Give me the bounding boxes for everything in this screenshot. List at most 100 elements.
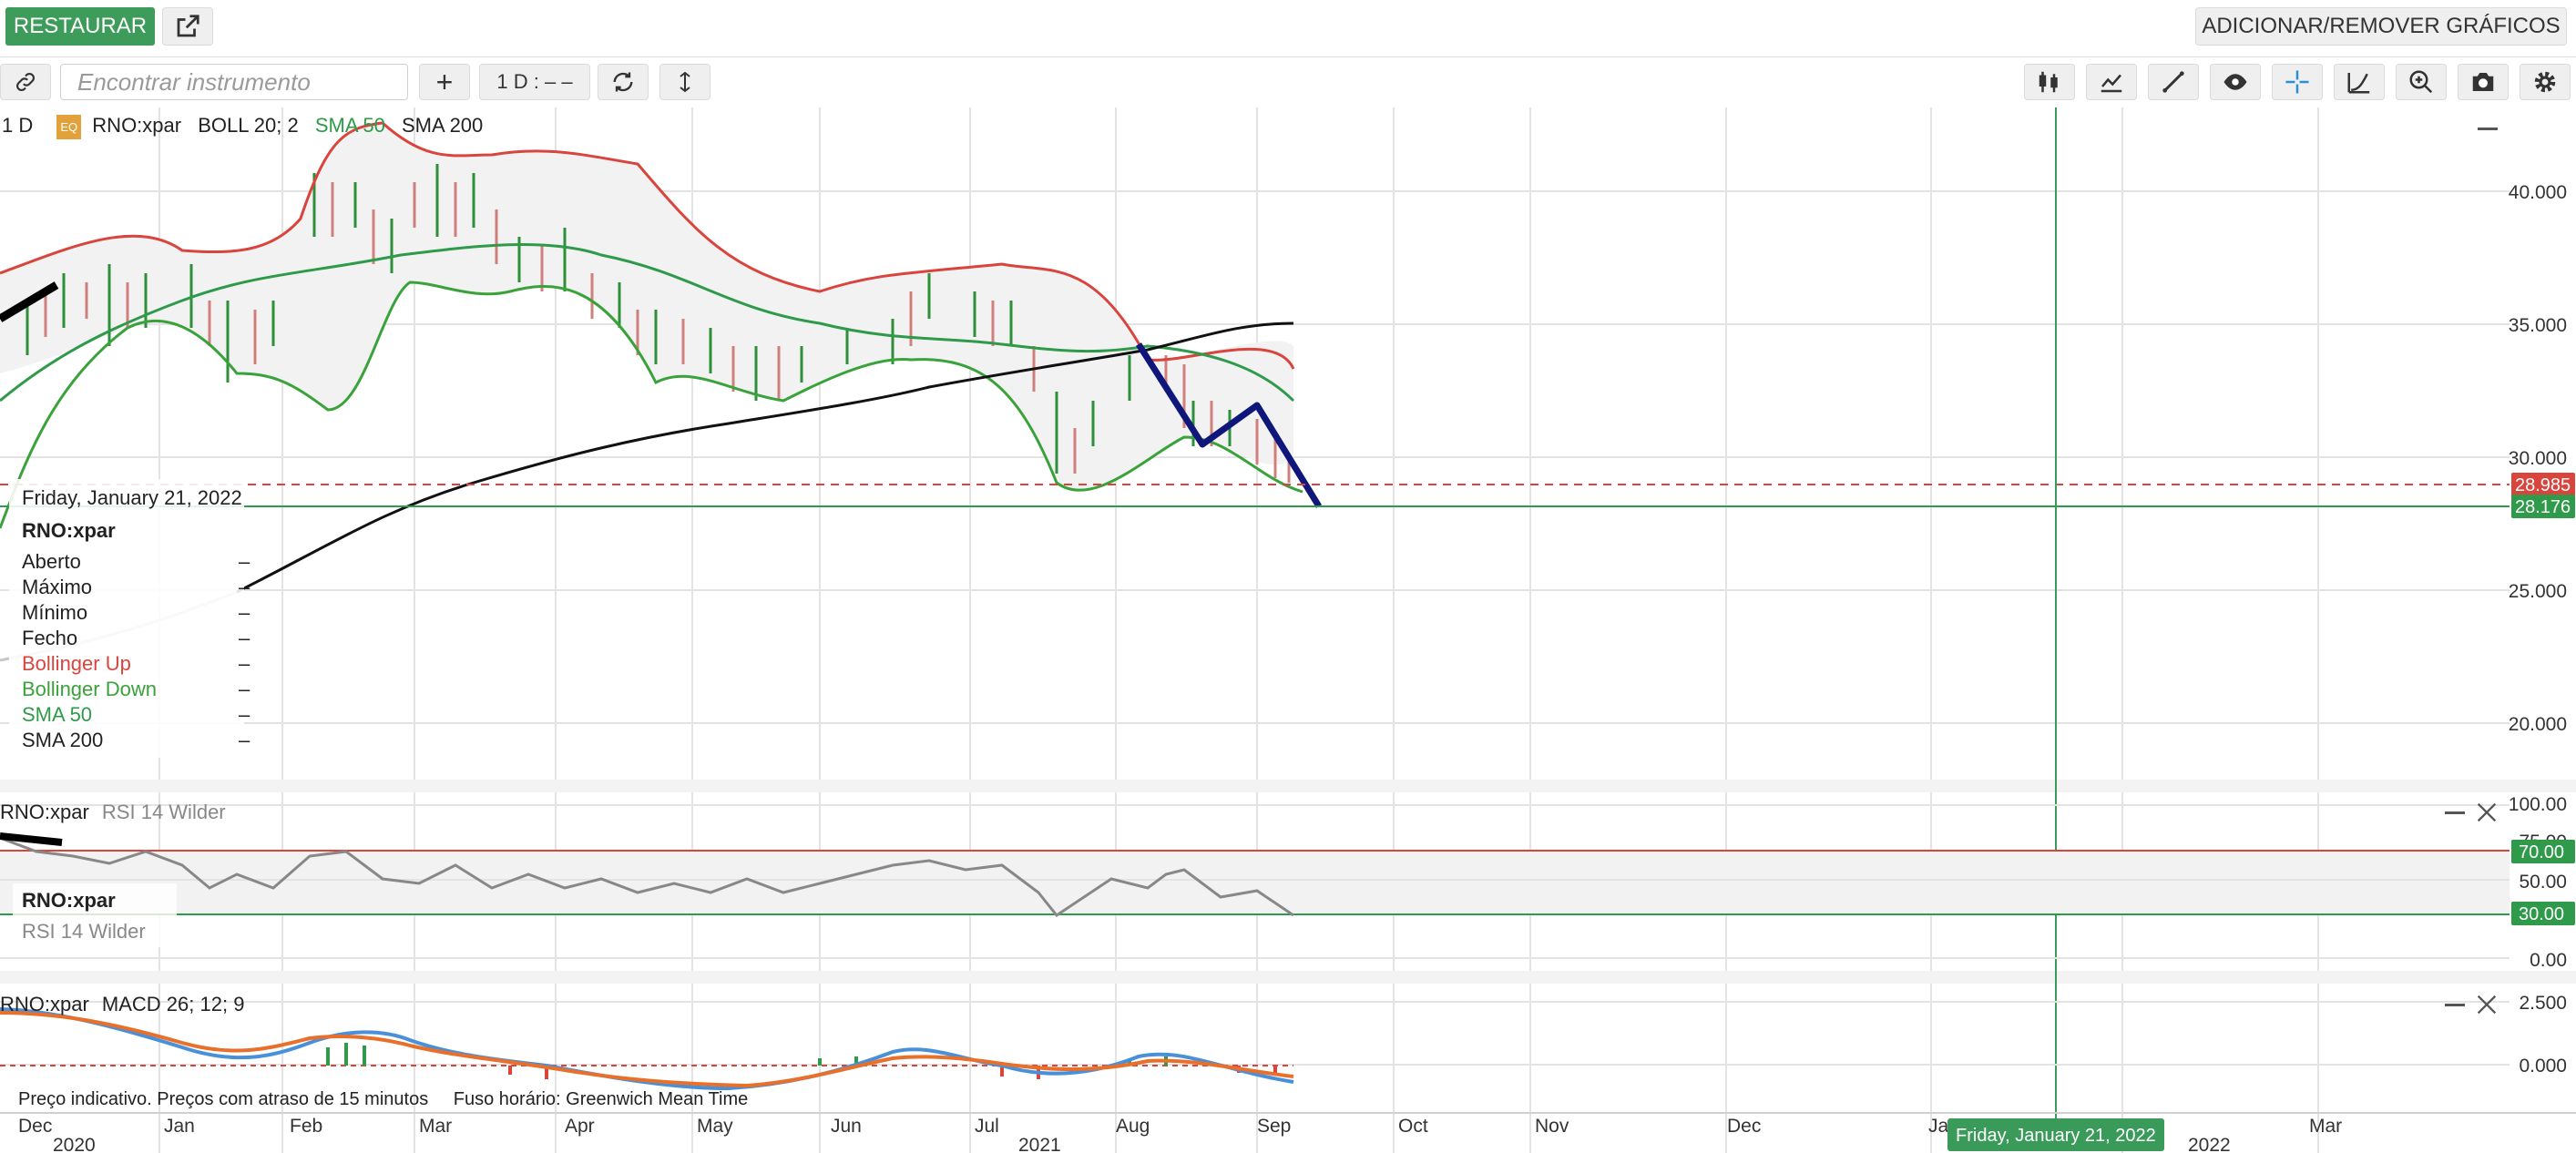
link-icon (16, 73, 35, 91)
minimize-macd-panel[interactable] (2445, 1004, 2465, 1006)
last-price-tag (2511, 473, 2575, 496)
snapshot-button[interactable] (2458, 64, 2509, 100)
tooltip-high-value: – (239, 576, 250, 598)
interval-label: 1 D (2, 114, 34, 137)
macd-line (0, 1007, 1294, 1091)
close-rsi-panel[interactable] (2474, 800, 2499, 825)
eye-icon (2223, 74, 2247, 90)
tooltip-open-value: – (239, 550, 250, 573)
tooltip-symbol: RNO:xpar (22, 519, 116, 542)
sma200-label: SMA 200 (402, 114, 484, 137)
popout-button[interactable] (162, 7, 213, 46)
macd-symbol-label: RNO:xpar (0, 993, 89, 1015)
settings-button[interactable] (2520, 64, 2571, 100)
svg-text:2020: 2020 (53, 1135, 96, 1153)
chart-type-button[interactable] (2024, 64, 2075, 100)
svg-text:Jan: Jan (164, 1116, 195, 1137)
svg-text:Aug: Aug (1116, 1116, 1150, 1137)
tooltip-sma200-value: – (239, 729, 250, 751)
svg-text:Jun: Jun (831, 1116, 862, 1137)
rsi-tooltip: RNO:xpar RSI 14 Wilder (13, 883, 177, 947)
visibility-button[interactable] (2210, 64, 2261, 100)
crosshair-icon (2285, 70, 2309, 94)
curve-tool-button[interactable] (2334, 64, 2385, 100)
resize-vertical-button[interactable] (659, 64, 710, 100)
rsi-legend: RNO:xpar RSI 14 Wilder (0, 801, 226, 824)
svg-text:Nov: Nov (1535, 1116, 1569, 1137)
tooltip-sma50-label: SMA 50 (22, 703, 93, 726)
svg-text:30.00: 30.00 (2519, 904, 2564, 924)
svg-text:28.985: 28.985 (2515, 475, 2571, 495)
data-tooltip: Friday, January 21, 2022 RNO:xpar Aberto… (9, 479, 250, 758)
equity-badge: EQ (56, 114, 82, 139)
curve-icon (2347, 73, 2370, 94)
draw-line-button[interactable] (2148, 64, 2199, 100)
close-macd-panel[interactable] (2474, 992, 2499, 1017)
trendline-drawing (0, 281, 59, 322)
tooltip-boll-down-value: – (239, 678, 250, 700)
tooltip-sma50-value: – (239, 703, 250, 726)
indicators-button[interactable] (2086, 64, 2137, 100)
restore-button[interactable]: RESTAURAR (5, 7, 155, 46)
sma50-label: SMA 50 (314, 114, 385, 137)
zoom-in-icon (2409, 70, 2433, 94)
add-button[interactable]: + (419, 64, 470, 100)
svg-text:20.000: 20.000 (2509, 714, 2567, 735)
candlestick-icon (2039, 71, 2058, 93)
rsi-symbol-label: RNO:xpar (0, 801, 89, 823)
instrument-search-input[interactable]: Encontrar instrumento (60, 64, 408, 100)
refresh-button[interactable] (598, 64, 649, 100)
zoom-button[interactable] (2396, 64, 2447, 100)
footer-notice: Preço indicativo. Preços com atraso de 1… (18, 1089, 748, 1110)
svg-text:Mar: Mar (2309, 1116, 2342, 1137)
gear-icon (2534, 71, 2556, 93)
tooltip-close-value: – (239, 627, 250, 649)
svg-text:Mar: Mar (419, 1116, 452, 1137)
svg-text:2021: 2021 (1018, 1135, 1061, 1153)
close-icon (2477, 995, 2497, 1015)
minimize-main-chart[interactable] (2478, 128, 2498, 130)
interval-selector[interactable]: 1 D : – – (479, 64, 590, 100)
add-remove-charts-button[interactable]: ADICIONAR/REMOVER GRÁFICOS (2195, 7, 2567, 46)
svg-text:Dec: Dec (18, 1116, 52, 1137)
crosshair-button[interactable] (2272, 64, 2323, 100)
svg-text:2.500: 2.500 (2519, 993, 2567, 1014)
rsi-lower-tag (2511, 902, 2575, 925)
tooltip-boll-up-label: Bollinger Up (22, 652, 131, 675)
macd-histogram (326, 1043, 1277, 1079)
minimize-rsi-panel[interactable] (2445, 811, 2465, 814)
rsi-indicator-label: RSI 14 Wilder (101, 801, 226, 823)
crosshair-date-tag (1947, 1118, 2164, 1151)
plus-icon: + (435, 65, 454, 98)
svg-text:Jul: Jul (975, 1116, 999, 1137)
bollinger-band-area (0, 123, 1293, 491)
price-axis: 40.000 35.000 30.000 25.000 20.000 100.0… (2509, 182, 2567, 1076)
bollinger-down-line (0, 281, 1303, 529)
svg-text:Feb: Feb (290, 1116, 322, 1137)
tooltip-open-label: Aberto (22, 550, 81, 573)
svg-text:40.000: 40.000 (2509, 182, 2567, 203)
rsi-upper-tag (2511, 840, 2575, 863)
close-icon (2477, 802, 2497, 822)
svg-text:35.000: 35.000 (2509, 315, 2567, 336)
main-chart-legend: 1 D EQ RNO:xpar BOLL 20; 2 SMA 50 SMA 20… (2, 114, 483, 139)
tooltip-low-label: Mínimo (22, 601, 88, 624)
svg-text:Friday, January 21, 2022: Friday, January 21, 2022 (1956, 1126, 2156, 1146)
tooltip-date: Friday, January 21, 2022 (22, 486, 242, 509)
boll-label: BOLL 20; 2 (198, 114, 299, 137)
svg-text:0.000: 0.000 (2519, 1056, 2567, 1076)
svg-text:Apr: Apr (565, 1116, 595, 1137)
tooltip-low-value: – (239, 601, 250, 624)
bollinger-up-line (0, 121, 1295, 370)
vertical-arrows-icon (680, 71, 690, 93)
svg-text:Dec: Dec (1727, 1116, 1761, 1137)
svg-text:70.00: 70.00 (2519, 842, 2564, 862)
tooltip-boll-up-value: – (239, 652, 250, 675)
svg-text:2022: 2022 (2188, 1135, 2231, 1153)
tooltip-high-label: Máximo (22, 576, 93, 598)
svg-text:Sep: Sep (1257, 1116, 1291, 1137)
chart-canvas[interactable]: 40.000 35.000 30.000 25.000 20.000 100.0… (0, 107, 2576, 1153)
link-button[interactable] (0, 64, 51, 100)
pattern-drawing (1136, 342, 1322, 508)
timezone-notice: Fuso horário: Greenwich Mean Time (453, 1089, 749, 1109)
